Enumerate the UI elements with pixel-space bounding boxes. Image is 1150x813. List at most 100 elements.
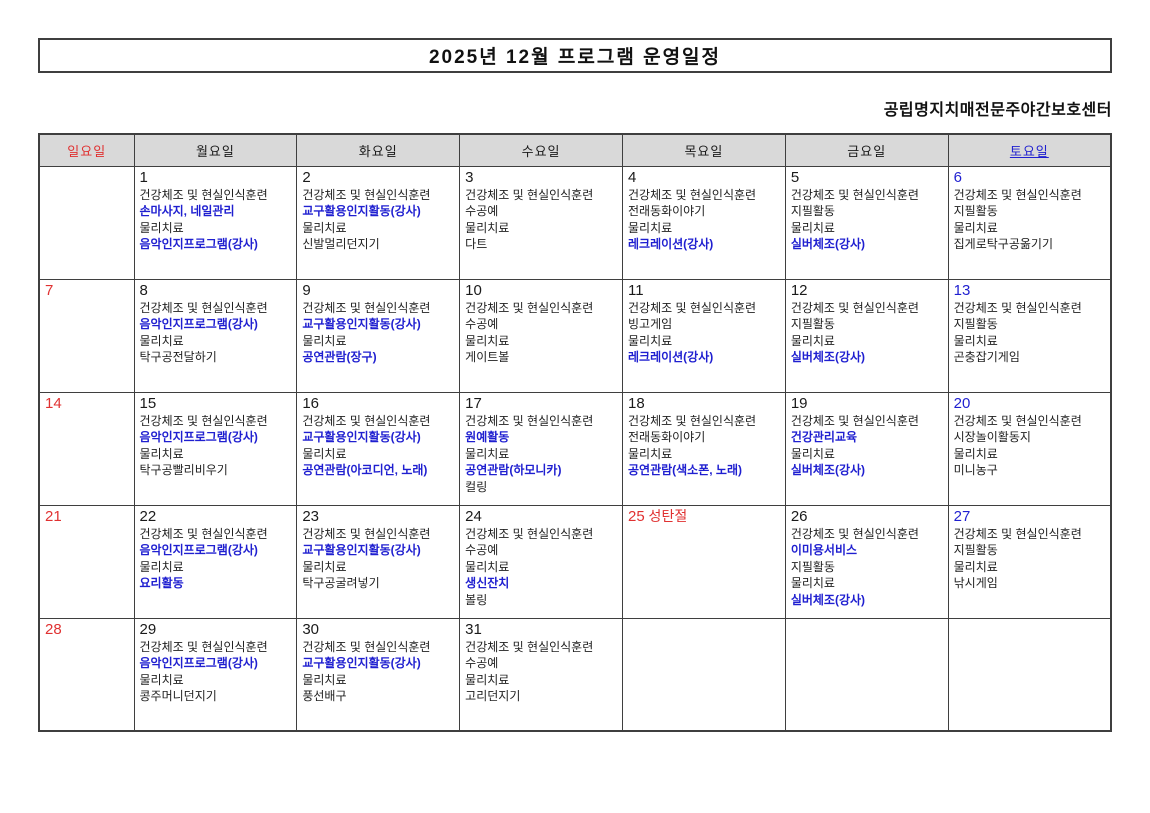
day-cell-2: 2 건강체조 및 현실인식훈련 교구활용인지활동(강사) 물리치료 신발멀리던지기	[296, 165, 461, 280]
day-cell-26: 26 건강체조 및 현실인식훈련 이미용서비스 지필활동 물리치료 실버체조(강사)	[784, 504, 949, 619]
program-line: 시장놀이활동지	[953, 430, 1031, 444]
day-number: 9	[302, 281, 311, 299]
program-line: 건강체조 및 현실인식훈련	[302, 526, 431, 541]
program-line: 게이트볼	[465, 350, 510, 364]
weekday-header-row: 일요일 월요일 화요일 수요일 목요일 금요일 토요일	[38, 133, 1112, 167]
day-number: 19	[790, 394, 808, 412]
program-line: 지필활동	[953, 543, 998, 557]
program-line: 물리치료	[790, 446, 835, 461]
program-line: 물리치료	[139, 672, 184, 687]
program-line: 손마사지, 네일관리	[139, 204, 235, 218]
calendar-week-row: 14 15 건강체조 및 현실인식훈련 음악인지프로그램(강사) 물리치료 탁구공빨리비우…	[38, 391, 1112, 506]
december-calendar-table: 일요일 월요일 화요일 수요일 목요일 금요일 토요일 1 건강체조 및 현실인식훈련 손마사지…	[38, 133, 1112, 732]
page-title: 2025년 12월 프로그램 운영일정	[428, 47, 722, 68]
program-line: 수공예	[465, 656, 499, 670]
program-line: 건강체조 및 현실인식훈련	[302, 639, 431, 654]
program-line: 물리치료	[627, 220, 673, 235]
program-line: 건강체조 및 현실인식훈련	[627, 413, 757, 428]
program-line: 집게로탁구공옮기기	[953, 237, 1054, 251]
program-line: 건강체조 및 현실인식훈련	[302, 187, 431, 202]
program-line: 전래동화이야기	[627, 430, 706, 444]
weekday-header-1: 월요일	[133, 133, 298, 167]
day-cell-3: 3 건강체조 및 현실인식훈련 수공예 물리치료 다트	[459, 165, 623, 280]
program-line: 건강체조 및 현실인식훈련	[953, 526, 1082, 541]
program-line: 요리활동	[139, 576, 184, 590]
program-line: 원예활동	[465, 430, 510, 444]
calendar-week-row: 1 건강체조 및 현실인식훈련 손마사지, 네일관리 물리치료 음악인지프로그램(강사)…	[38, 165, 1112, 280]
program-line: 곤충잡기게임	[953, 350, 1020, 364]
calendar-week-row: 7 8 건강체조 및 현실인식훈련 음악인지프로그램(강사) 물리치료 탁구공전달하기 9 건…	[38, 278, 1112, 393]
program-line: 건강관리교육	[790, 430, 858, 444]
program-line: 탁구공전달하기	[139, 350, 217, 364]
weekday-header-3: 수요일	[459, 133, 623, 167]
day-cell-10: 10 건강체조 및 현실인식훈련 수공예 물리치료 게이트볼	[459, 278, 623, 393]
program-line: 수공예	[465, 543, 499, 557]
day-number: 28	[45, 620, 62, 638]
day-number: 14	[45, 394, 62, 412]
program-line: 교구활용인지활동(강사)	[302, 543, 421, 557]
program-line: 음악인지프로그램(강사)	[139, 656, 258, 670]
day-number: 13	[953, 281, 971, 299]
day-cell-22: 22 건강체조 및 현실인식훈련 음악인지프로그램(강사) 물리치료 요리활동	[133, 504, 298, 619]
day-number: 16	[302, 394, 320, 412]
day-number: 3	[465, 168, 474, 186]
program-line: 교구활용인지활동(강사)	[302, 656, 421, 670]
program-line: 물리치료	[627, 333, 673, 348]
program-line: 건강체조 및 현실인식훈련	[953, 300, 1082, 315]
day-number: 8	[139, 281, 148, 299]
program-line: 물리치료	[139, 446, 184, 461]
day-cell-empty	[947, 617, 1112, 732]
day-cell-30: 30 건강체조 및 현실인식훈련 교구활용인지활동(강사) 물리치료 풍선배구	[296, 617, 461, 732]
day-cell-13: 13 건강체조 및 현실인식훈련 지필활동 물리치료 곤충잡기게임	[947, 278, 1112, 393]
program-line: 물리치료	[302, 333, 347, 348]
program-line: 건강체조 및 현실인식훈련	[465, 639, 594, 654]
day-number: 24	[465, 507, 482, 525]
day-number: 17	[465, 394, 482, 412]
program-line: 건강체조 및 현실인식훈련	[465, 526, 594, 541]
day-cell-6: 6 건강체조 및 현실인식훈련 지필활동 물리치료 집게로탁구공옮기기	[947, 165, 1112, 280]
program-line: 물리치료	[627, 446, 673, 461]
program-line: 물리치료	[465, 333, 510, 348]
day-cell-20: 20 건강체조 및 현실인식훈련 시장놀이활동지 물리치료 미니농구	[947, 391, 1112, 506]
organization-name: 공립명지치매전문주야간보호센터	[883, 102, 1112, 119]
program-line: 교구활용인지활동(강사)	[302, 430, 421, 444]
program-line: 탁구공굴려넣기	[302, 576, 380, 590]
day-number: 22	[139, 507, 157, 525]
program-line: 콩주머니던지기	[139, 689, 217, 703]
program-line: 물리치료	[953, 333, 998, 348]
day-cell-24: 24 건강체조 및 현실인식훈련 수공예 물리치료 생신잔치 볼링	[459, 504, 623, 619]
program-line: 이미용서비스	[790, 543, 858, 557]
program-line: 생신잔치	[465, 576, 510, 590]
day-number: 15	[139, 394, 157, 412]
day-number: 1	[139, 168, 148, 186]
day-cell-23: 23 건강체조 및 현실인식훈련 교구활용인지활동(강사) 물리치료 탁구공굴려넣기	[296, 504, 461, 619]
program-line: 물리치료	[139, 559, 184, 574]
day-cell-14: 14	[38, 391, 135, 506]
program-line: 물리치료	[302, 559, 347, 574]
program-line: 물리치료	[139, 333, 184, 348]
program-line: 건강체조 및 현실인식훈련	[139, 300, 268, 315]
program-line: 건강체조 및 현실인식훈련	[790, 300, 919, 315]
program-line: 건강체조 및 현실인식훈련	[139, 187, 268, 202]
day-number: 29	[139, 620, 157, 638]
program-line: 물리치료	[465, 672, 510, 687]
program-line: 탁구공빨리비우기	[139, 463, 228, 477]
day-number: 6	[953, 168, 962, 186]
program-line: 공연관람(아코디언, 노래)	[302, 463, 428, 477]
program-line: 공연관람(하모니카)	[465, 463, 562, 477]
program-line: 건강체조 및 현실인식훈련	[302, 413, 431, 428]
page-title-box: 2025년 12월 프로그램 운영일정	[38, 38, 1112, 73]
day-number: 21	[45, 507, 62, 525]
program-line: 물리치료	[790, 333, 835, 348]
day-number: 31	[465, 620, 482, 638]
program-line: 고리던지기	[465, 689, 521, 703]
day-cell-9: 9 건강체조 및 현실인식훈련 교구활용인지활동(강사) 물리치료 공연관람(장구)	[296, 278, 461, 393]
program-line: 신발멀리던지기	[302, 237, 380, 251]
program-line: 건강체조 및 현실인식훈련	[953, 413, 1082, 428]
program-line: 물리치료	[953, 220, 998, 235]
program-line: 실버체조(강사)	[790, 592, 866, 607]
day-cell-28: 28	[38, 617, 135, 732]
program-line: 빙고게임	[627, 317, 673, 331]
program-line: 지필활동	[790, 204, 835, 218]
program-line: 건강체조 및 현실인식훈련	[790, 526, 919, 541]
